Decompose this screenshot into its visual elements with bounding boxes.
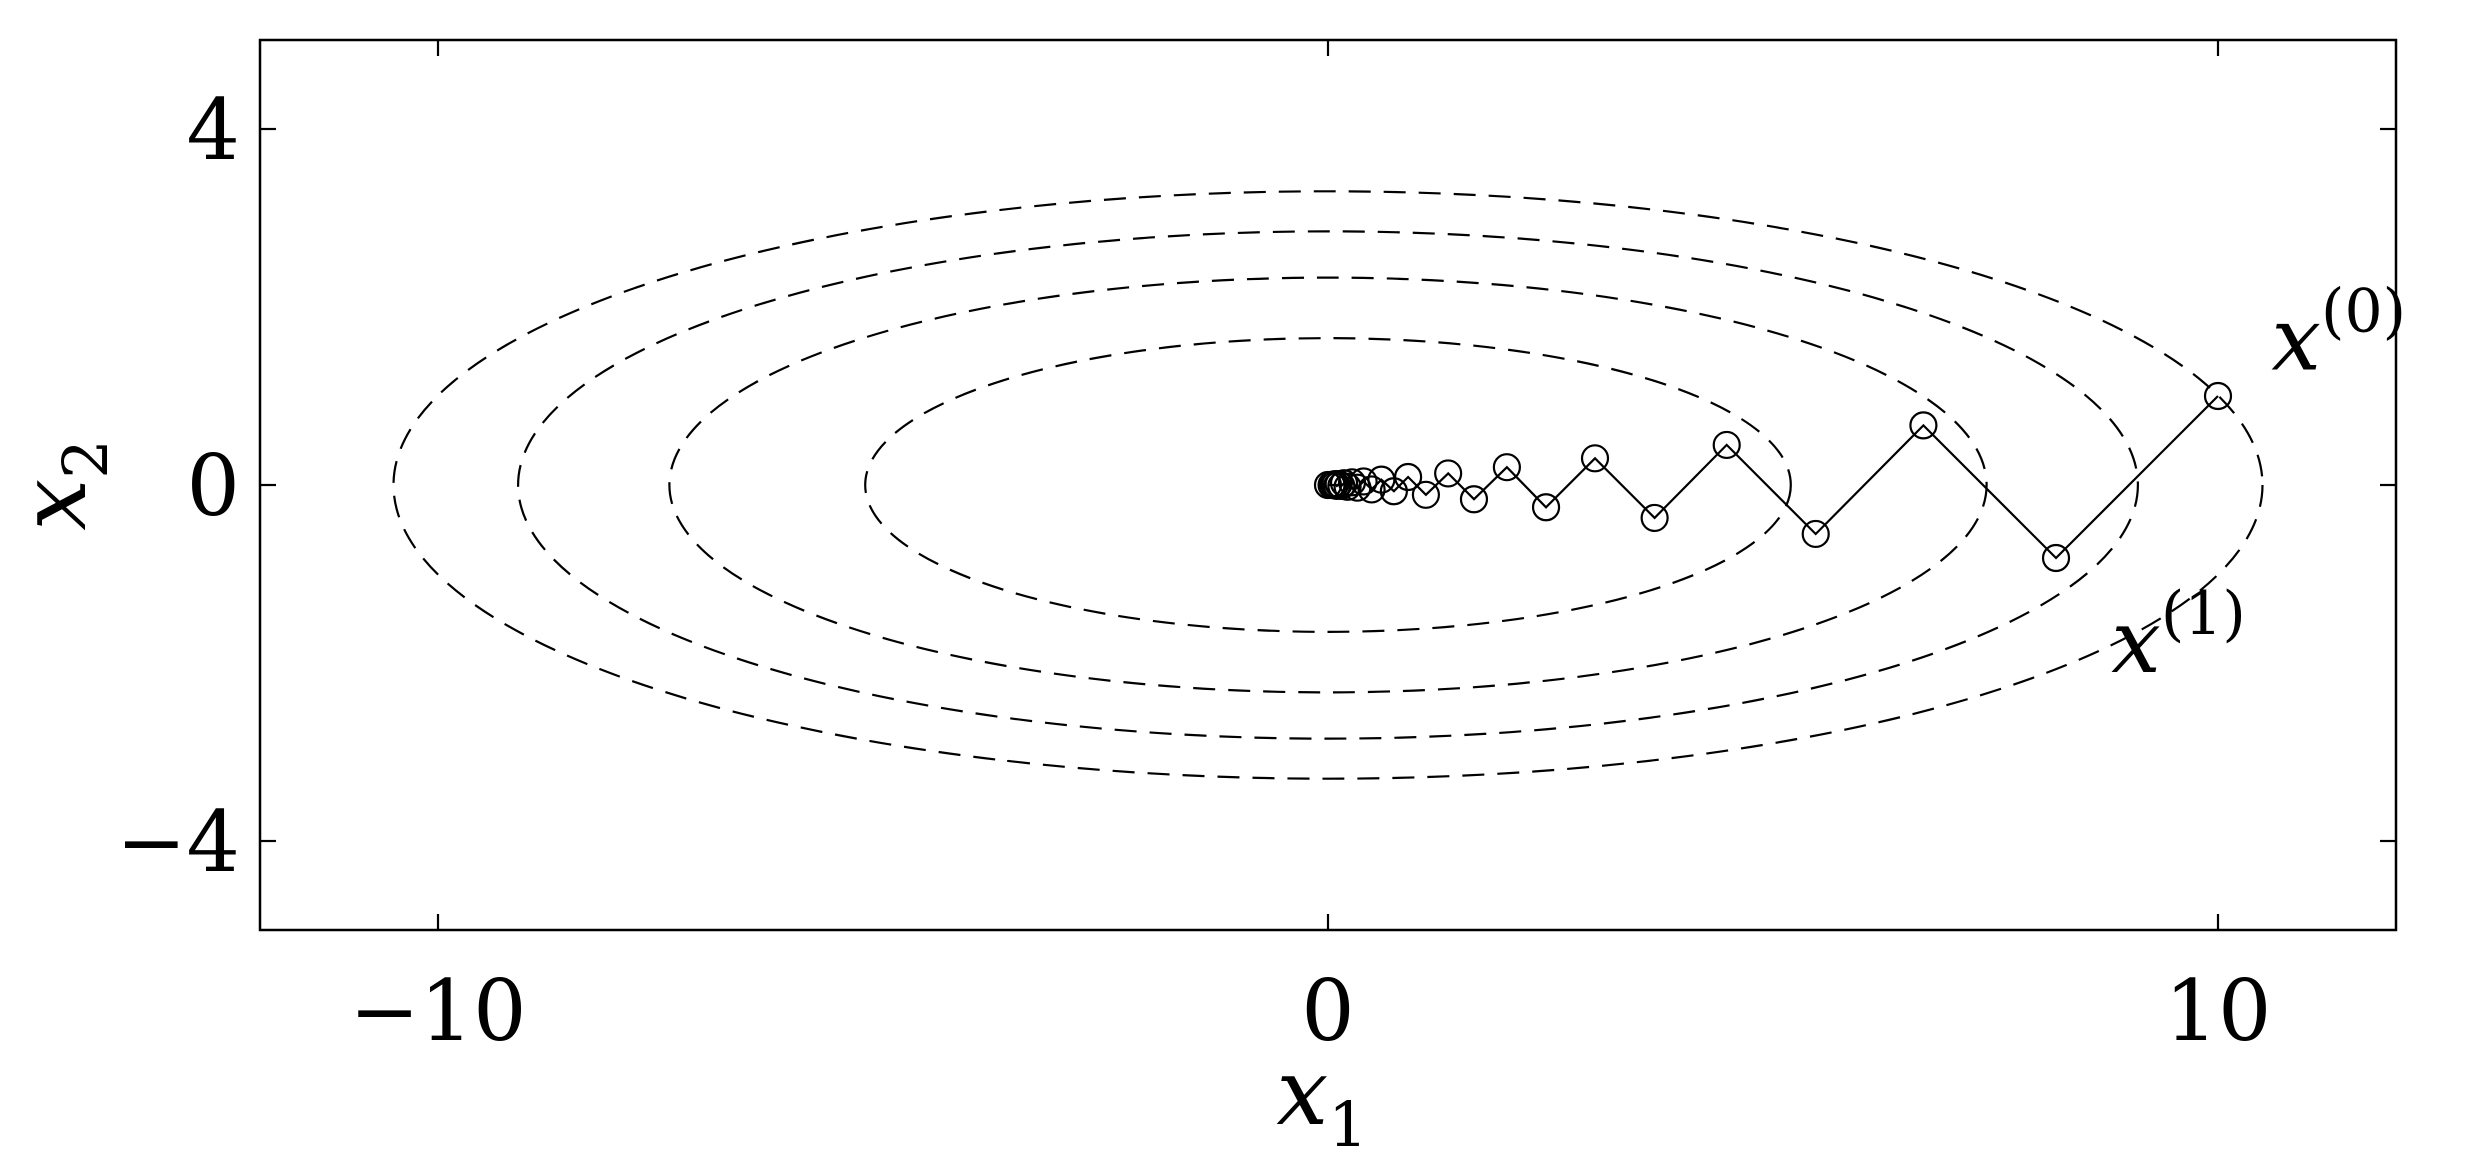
y-axis-label: x2 [0, 439, 122, 530]
contour-4 [864, 337, 1792, 633]
data-point [1640, 503, 1669, 533]
data-point [1492, 453, 1521, 482]
contour-2 [516, 230, 2140, 740]
contour-1 [392, 190, 2264, 780]
x-tick-label: 0 [1301, 962, 1354, 1060]
y-axis-label-sub: 2 [49, 439, 122, 478]
y-tick-label: −4 [116, 793, 240, 891]
contour-3 [668, 276, 1988, 694]
data-point [1909, 411, 1938, 440]
data-point [1337, 468, 1367, 497]
data-point [1801, 519, 1830, 549]
x-tick-label: 10 [2165, 962, 2272, 1060]
data-point [1357, 475, 1386, 504]
annotations: x(0)x(1) [2111, 276, 2406, 693]
data-point [1313, 470, 1343, 500]
data-point [1411, 480, 1441, 509]
data-point [2203, 381, 2233, 411]
annotation-1: x(1) [2111, 579, 2246, 693]
tick-labels: −10 0 10 −4 0 4 [116, 81, 2271, 1060]
x-axis-label-base: x [1276, 1039, 1328, 1146]
axis-ticks [260, 40, 2396, 930]
y-axis-label-base: x [0, 479, 107, 531]
x-axis-label: x1 [1276, 1039, 1367, 1161]
annotation-0: x(0) [2271, 276, 2406, 390]
y-tick-label: 0 [187, 437, 240, 535]
annotation-base: x [2111, 590, 2161, 693]
contour-lines [392, 190, 2264, 780]
x-tick-label: −10 [349, 962, 526, 1060]
data-point [1459, 485, 1489, 514]
annotation-sup: (0) [2321, 276, 2406, 346]
descent-path [1313, 381, 2233, 573]
y-tick-label: 4 [187, 81, 240, 179]
data-point [1434, 459, 1463, 488]
data-point [2041, 543, 2071, 573]
data-point [1712, 430, 1741, 460]
annotation-base: x [2271, 287, 2321, 390]
data-point [1580, 444, 1610, 473]
data-point [1531, 493, 1561, 522]
x-axis-label-sub: 1 [1328, 1088, 1367, 1161]
annotation-sup: (1) [2161, 579, 2246, 649]
